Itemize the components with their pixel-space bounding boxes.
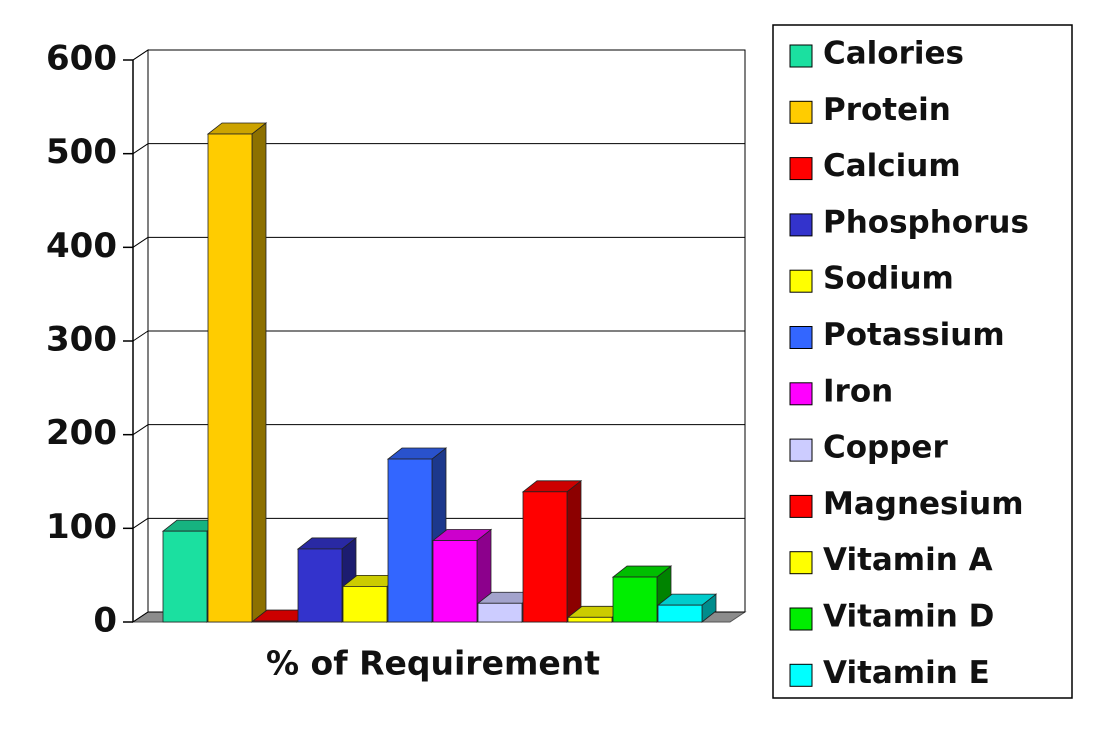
legend-swatch	[789, 100, 813, 124]
bar	[612, 576, 658, 623]
bar	[522, 491, 568, 623]
bar	[477, 602, 523, 623]
bar	[342, 586, 388, 623]
legend-label: Vitamin A	[823, 542, 993, 578]
bar-side	[566, 479, 582, 623]
legend-label: Magnesium	[823, 486, 1024, 522]
bar	[297, 548, 343, 623]
bar	[432, 540, 478, 623]
y-tick-label: 400	[46, 226, 117, 266]
y-tick-label: 300	[46, 320, 117, 360]
legend-label: Copper	[823, 430, 948, 466]
legend-swatch	[789, 382, 813, 406]
y-tick-label: 200	[46, 413, 117, 453]
legend-label: Sodium	[823, 261, 954, 297]
legend-swatch	[789, 326, 813, 349]
bar	[162, 530, 208, 623]
legend-label: Vitamin D	[823, 599, 994, 635]
bar	[567, 616, 613, 623]
grid-line-side	[132, 611, 149, 623]
y-tick-label: 500	[46, 132, 117, 172]
grid-line-side	[132, 517, 149, 529]
y-tick-label: 0	[93, 601, 117, 641]
bar	[252, 620, 298, 623]
legend-swatch	[789, 607, 813, 631]
grid-line-side	[132, 236, 149, 248]
bar-side	[251, 122, 267, 623]
legend-swatch	[789, 213, 813, 237]
bar	[387, 458, 433, 623]
bar	[207, 133, 253, 623]
legend-label: Calories	[823, 36, 964, 72]
legend-swatch	[789, 269, 813, 293]
x-tick-label: % of Requirement	[266, 644, 600, 683]
legend-label: Phosphorus	[823, 204, 1029, 240]
bar	[657, 604, 703, 623]
legend-box	[772, 24, 1073, 699]
legend-label: Calcium	[823, 148, 961, 184]
legend-swatch	[789, 44, 813, 68]
legend-label: Vitamin E	[823, 655, 990, 691]
y-tick-label: 600	[46, 39, 117, 79]
legend-swatch	[789, 438, 813, 462]
legend-swatch	[789, 157, 813, 181]
y-tick-label: 100	[46, 507, 117, 547]
grid-line-side	[132, 143, 149, 155]
legend-label: Iron	[823, 373, 893, 409]
legend-swatch	[789, 494, 813, 518]
legend-swatch	[789, 551, 813, 575]
grid-line-side	[132, 49, 149, 61]
legend-swatch	[789, 663, 813, 687]
grid-line-side	[132, 330, 149, 342]
legend-label: Protein	[823, 92, 951, 128]
grid-line-side	[132, 424, 149, 436]
legend-label: Potassium	[823, 317, 1005, 353]
